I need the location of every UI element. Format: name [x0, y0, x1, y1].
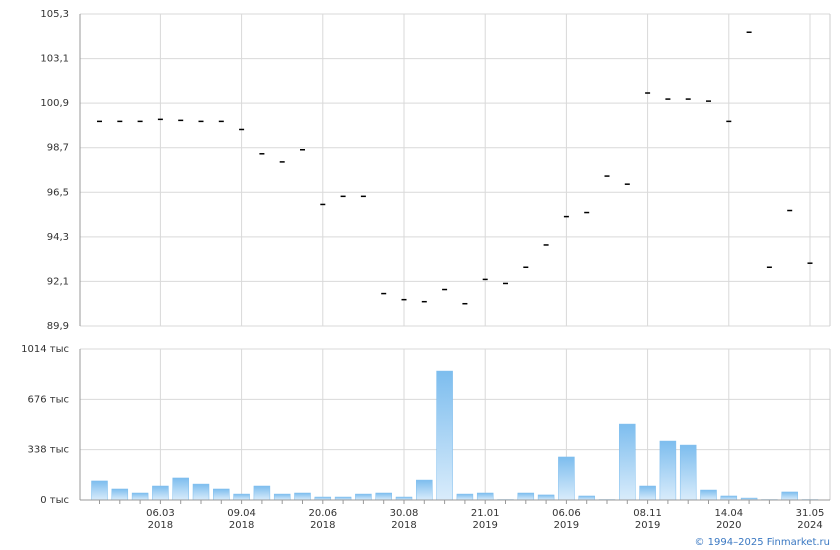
volume-bar	[375, 492, 392, 501]
volume-bar	[436, 370, 453, 501]
volume-bar	[578, 495, 595, 501]
y-tick-label: 89,9	[47, 321, 69, 332]
y-tick-label: 338 тыс	[28, 445, 69, 456]
x-tick-label: 08.11 2019	[633, 508, 662, 531]
y-tick-label: 676 тыс	[28, 394, 69, 405]
y-tick-label: 1014 тыс	[21, 344, 69, 355]
x-tick-label: 06.06 2019	[552, 508, 581, 531]
volume-bar	[659, 440, 677, 501]
volume-bar	[679, 444, 697, 501]
volume-bar	[213, 488, 230, 501]
x-tick-label: 06.03 2018	[146, 508, 175, 531]
x-tick-label: 31.05 2024	[796, 508, 825, 531]
x-tick-label: 14.04 2020	[714, 508, 743, 531]
volume-bar	[619, 423, 636, 501]
volume-bar	[639, 485, 656, 501]
volume-bar	[294, 492, 311, 501]
volume-bar	[476, 492, 494, 501]
volume-bar	[416, 479, 433, 501]
volume-bar	[781, 491, 798, 501]
x-tick-label: 20.06 2018	[308, 508, 337, 531]
volume-bar	[700, 489, 717, 501]
volume-bar	[720, 495, 738, 501]
y-tick-label: 105,3	[40, 9, 69, 20]
volume-bar	[456, 493, 474, 501]
volume-bar	[233, 493, 250, 501]
y-tick-label: 92,1	[47, 276, 69, 287]
volume-bar	[273, 493, 291, 501]
volume-bar	[172, 477, 189, 501]
y-tick-label: 103,1	[40, 54, 69, 65]
y-tick-label: 100,9	[40, 98, 69, 109]
volume-bar	[131, 492, 149, 501]
x-tick-label: 09.04 2018	[227, 508, 256, 531]
copyright: © 1994–2025 Finmarket.ru	[694, 537, 830, 548]
x-tick-label: 30.08 2018	[390, 508, 419, 531]
y-tick-label: 94,3	[47, 232, 69, 243]
x-tick-label: 21.01 2019	[471, 508, 500, 531]
volume-bar	[91, 480, 108, 501]
volume-bar	[537, 494, 555, 501]
volume-bar	[111, 488, 129, 501]
volume-bar	[152, 485, 169, 501]
volume-bar	[558, 456, 575, 501]
volume-bar	[355, 493, 372, 501]
y-tick-label: 0 тыс	[40, 495, 69, 506]
volume-bar	[517, 492, 535, 501]
y-tick-label: 98,7	[47, 143, 69, 154]
volume-bar	[192, 483, 210, 501]
y-tick-label: 96,5	[47, 187, 69, 198]
volume-bar	[253, 485, 271, 501]
